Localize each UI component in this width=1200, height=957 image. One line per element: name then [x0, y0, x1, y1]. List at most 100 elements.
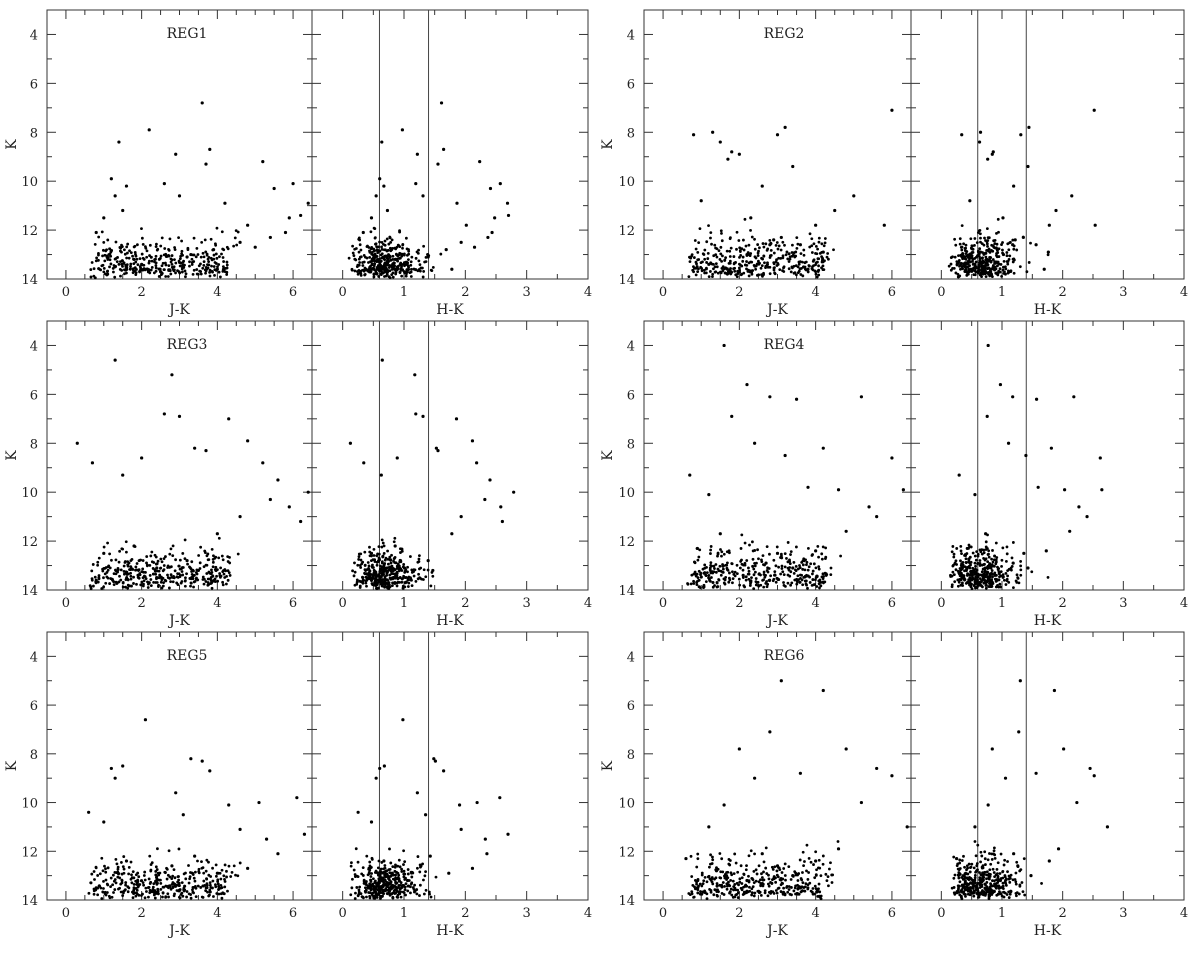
star-point	[155, 868, 159, 871]
star-point	[391, 877, 395, 881]
star-point	[227, 571, 231, 575]
star-point	[364, 882, 368, 886]
star-point	[164, 275, 168, 278]
y-axis-label: K	[4, 450, 20, 461]
star-point	[112, 583, 116, 587]
star-point	[1000, 564, 1003, 568]
star-point	[154, 572, 158, 576]
star-point	[809, 860, 813, 864]
data-point	[775, 864, 780, 868]
star-point	[172, 576, 176, 580]
star-point	[406, 889, 410, 893]
star-point	[206, 577, 210, 581]
star-point	[753, 549, 757, 552]
star-point	[964, 243, 968, 247]
star-point	[155, 577, 158, 581]
star-point	[762, 860, 766, 864]
star-point	[743, 263, 747, 267]
data-point	[488, 186, 493, 191]
star-point	[181, 894, 185, 898]
data-point	[447, 871, 451, 875]
star-point	[202, 260, 206, 264]
star-point	[810, 237, 814, 241]
star-point	[364, 575, 368, 579]
star-point	[133, 250, 137, 254]
star-point	[160, 236, 164, 240]
star-point	[220, 252, 223, 256]
star-point	[388, 889, 392, 893]
star-point	[101, 248, 105, 252]
star-point	[379, 253, 383, 257]
star-point	[424, 575, 428, 579]
star-point	[767, 877, 771, 881]
data-point	[768, 730, 772, 734]
star-point	[209, 875, 213, 878]
data-point	[500, 519, 504, 524]
star-point	[184, 272, 188, 276]
star-point	[1009, 269, 1013, 273]
data-point	[140, 262, 144, 266]
star-point	[774, 880, 778, 884]
star-point	[722, 893, 726, 896]
star-point	[377, 859, 381, 863]
star-point	[792, 560, 796, 564]
star-point	[412, 574, 416, 578]
star-point	[172, 868, 176, 872]
star-point	[786, 566, 790, 570]
data-point	[419, 864, 423, 868]
star-point	[199, 262, 202, 266]
star-point	[229, 875, 233, 878]
star-point	[968, 576, 972, 580]
star-point	[225, 260, 229, 264]
star-point	[994, 260, 998, 264]
star-point	[728, 571, 731, 575]
star-point	[742, 885, 745, 889]
star-point	[977, 269, 981, 273]
star-point	[742, 584, 746, 588]
star-point	[173, 248, 177, 252]
star-point	[185, 890, 189, 893]
star-point	[380, 270, 384, 274]
star-point	[356, 272, 360, 276]
data-point	[208, 769, 212, 773]
star-point	[785, 250, 789, 254]
star-point	[743, 217, 747, 221]
star-point	[951, 564, 955, 568]
star-point	[763, 261, 766, 265]
star-point	[709, 545, 713, 548]
star-point	[807, 871, 811, 874]
star-point	[801, 563, 805, 567]
star-point	[424, 870, 427, 874]
star-point	[208, 268, 212, 272]
star-point	[977, 252, 981, 255]
star-point	[385, 273, 389, 276]
star-point	[372, 554, 376, 557]
data-point	[1001, 216, 1005, 220]
star-point	[355, 886, 359, 889]
star-point	[815, 890, 819, 894]
star-point	[781, 882, 784, 885]
x-tick-label: 4	[584, 596, 592, 611]
star-point	[184, 275, 187, 279]
star-point	[209, 582, 213, 585]
star-point	[776, 887, 780, 890]
star-point	[116, 865, 120, 869]
star-point	[154, 266, 158, 270]
data-point	[382, 184, 386, 188]
star-point	[806, 886, 810, 890]
star-point	[151, 572, 155, 576]
star-point	[180, 881, 184, 885]
hk-background-stars	[347, 226, 443, 280]
star-point	[969, 563, 972, 567]
hk-panel-reg6: 0 1 2 3 4H-K	[910, 631, 1188, 939]
data-point	[472, 245, 477, 249]
star-point	[234, 873, 237, 877]
data-point	[306, 201, 310, 205]
star-point	[728, 884, 732, 888]
y-tick-label: 4	[627, 650, 635, 665]
star-point	[186, 562, 189, 566]
star-point	[357, 890, 361, 894]
star-point	[821, 260, 825, 264]
star-point	[170, 263, 174, 266]
